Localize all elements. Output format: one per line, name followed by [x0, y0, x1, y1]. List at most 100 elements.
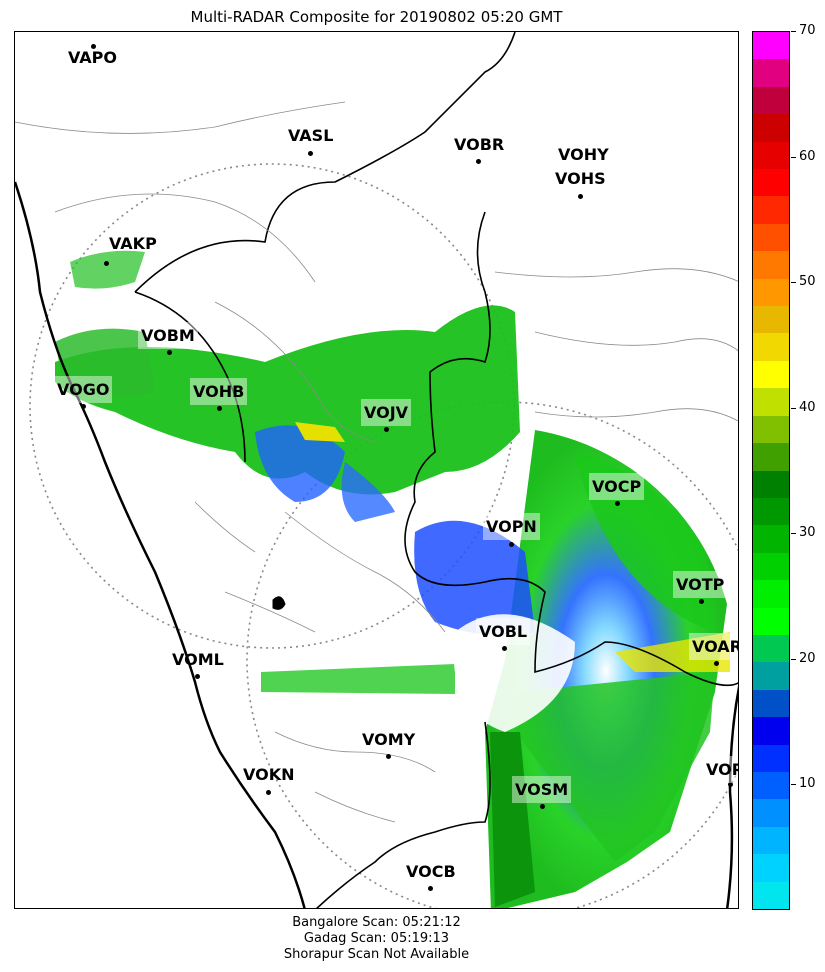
reflectivity-colorbar — [752, 31, 790, 910]
gadag-radar-echoes — [55, 250, 520, 522]
colorbar-tick-mark — [791, 282, 796, 284]
station-marker[interactable] — [428, 886, 433, 891]
colorbar-segment — [753, 86, 789, 115]
bangalore-yellow-band — [615, 632, 730, 672]
station-marker[interactable] — [104, 261, 109, 266]
station-label-vohy: VOHY — [558, 145, 609, 164]
colorbar-segment — [753, 169, 789, 197]
station-label-vopc: VOPC — [703, 756, 738, 783]
map-boundaries — [15, 32, 738, 908]
coastline — [15, 181, 306, 908]
station-label-vokn: VOKN — [243, 765, 295, 784]
gadag-west-echo — [55, 328, 155, 397]
station-marker[interactable] — [728, 782, 733, 787]
station-marker[interactable] — [167, 350, 172, 355]
colorbar-segment — [753, 360, 789, 389]
colorbar-segment — [753, 580, 789, 608]
bangalore-radar-echoes — [261, 430, 730, 908]
bangalore-northeast-echo — [575, 452, 715, 632]
colorbar-segment — [753, 388, 789, 416]
colorbar-segment — [753, 799, 789, 827]
colorbar-segment — [753, 744, 789, 772]
colorbar-segment — [753, 689, 789, 718]
colorbar-segment — [753, 607, 789, 635]
colorbar-tick-mark — [791, 31, 796, 32]
colorbar-segment — [753, 771, 789, 800]
station-marker[interactable] — [476, 159, 481, 164]
station-marker[interactable] — [266, 790, 271, 795]
station-label-voar: VOAR — [689, 633, 738, 660]
colorbar-tick-label: 40 — [799, 399, 816, 415]
station-marker[interactable] — [384, 427, 389, 432]
colorbar-segment — [753, 223, 789, 252]
scan-times-footer: Bangalore Scan: 05:21:12 Gadag Scan: 05:… — [14, 915, 739, 963]
colorbar-tick-label: 50 — [799, 274, 816, 290]
station-marker[interactable] — [540, 804, 545, 809]
gadag-central-echo — [341, 462, 395, 522]
colorbar-segment — [753, 32, 789, 60]
colorbar-segment — [753, 333, 789, 361]
station-label-vakp: VAKP — [109, 234, 157, 253]
map-title: Multi-RADAR Composite for 20190802 05:20… — [190, 8, 563, 26]
colorbar-segment — [753, 415, 789, 444]
station-label-vapo: VAPO — [68, 48, 118, 67]
gadag-northwest-echo — [70, 250, 145, 289]
state-boundary-karnataka — [134, 32, 738, 908]
colorbar-tick-label: 70 — [799, 23, 816, 38]
footer-bangalore-scan: Bangalore Scan: 05:21:12 — [292, 915, 461, 930]
bangalore-southeast-streaks — [515, 672, 715, 862]
station-label-vobl: VOBL — [476, 618, 531, 645]
colorbar-segment — [753, 306, 789, 334]
colorbar-segment — [753, 278, 789, 307]
station-label-vogo: VOGO — [54, 376, 113, 403]
station-marker[interactable] — [308, 151, 313, 156]
colorbar-segment — [753, 443, 789, 471]
radar-map[interactable]: VAPO VASL VOBR VOHY VOHS VAKP VOBM VOGO … — [14, 31, 739, 909]
station-marker[interactable] — [615, 501, 620, 506]
station-label-vomy: VOMY — [362, 730, 416, 749]
colorbar-tick-mark — [791, 156, 796, 158]
colorbar-segment — [753, 114, 789, 142]
station-label-vocp: VOCP — [589, 473, 645, 500]
station-marker[interactable] — [509, 542, 514, 547]
colorbar-segment — [753, 470, 789, 498]
colorbar-tick-label: 20 — [799, 650, 816, 666]
colorbar-segment — [753, 251, 789, 279]
station-label-vohs: VOHS — [555, 169, 606, 188]
station-marker[interactable] — [386, 754, 391, 759]
station-label-vobr: VOBR — [454, 135, 505, 154]
colorbar-segment — [753, 881, 789, 909]
footer-gadag-scan: Gadag Scan: 05:19:13 — [303, 931, 450, 946]
station-label-vojv: VOJV — [361, 399, 412, 426]
colorbar-segment — [753, 662, 789, 690]
bangalore-north-echo — [414, 520, 535, 636]
colorbar-segment — [753, 196, 789, 224]
colorbar-segment — [753, 854, 789, 882]
station-marker[interactable] — [91, 44, 96, 49]
colorbar-segment — [753, 59, 789, 87]
station-label-vopn: VOPN — [483, 513, 540, 540]
station-label-vohb: VOHB — [190, 378, 248, 405]
colorbar-segment — [753, 552, 789, 581]
station-label-vobm: VOBM — [138, 322, 198, 349]
colorbar-segment — [753, 717, 789, 745]
colorbar-segment — [753, 497, 789, 526]
station-label-vosm: VOSM — [512, 776, 572, 803]
station-marker[interactable] — [217, 406, 222, 411]
gadag-yellow-core — [295, 422, 345, 442]
colorbar-tick-label: 30 — [799, 525, 816, 541]
gadag-blue-edge — [255, 425, 345, 502]
station-marker[interactable] — [502, 646, 507, 651]
bangalore-range-ring — [246, 401, 738, 908]
station-marker[interactable] — [578, 194, 583, 199]
station-marker[interactable] — [81, 404, 86, 409]
colorbar-segment — [753, 525, 789, 553]
station-marker[interactable] — [699, 599, 704, 604]
station-marker[interactable] — [714, 661, 719, 666]
offshore-islet — [272, 596, 286, 610]
station-label-votp: VOTP — [673, 571, 728, 598]
district-lines — [15, 101, 738, 823]
colorbar-segment — [753, 634, 789, 663]
station-marker[interactable] — [195, 674, 200, 679]
station-label-vasl: VASL — [288, 126, 334, 145]
